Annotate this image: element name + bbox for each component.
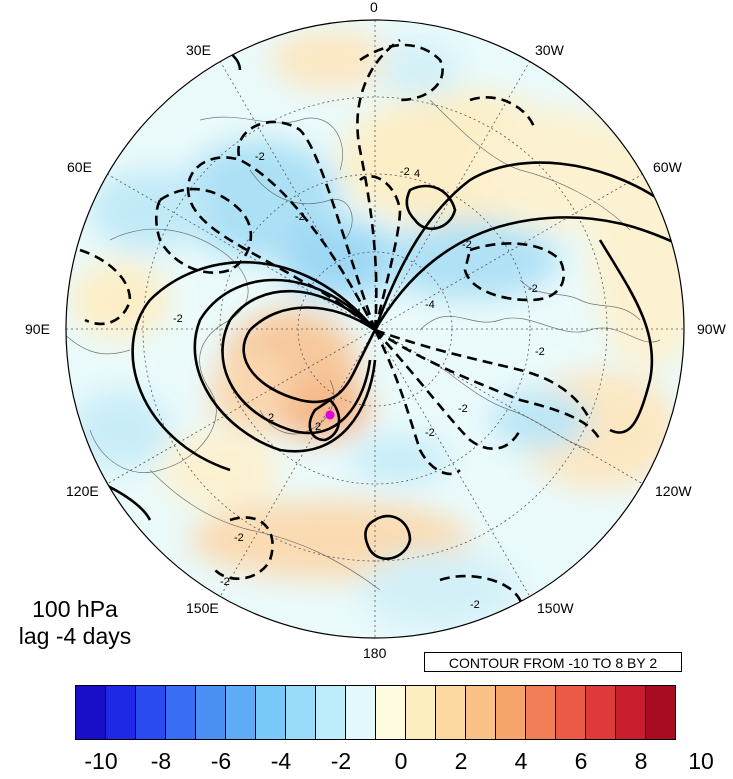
colorbar-tick-label: -2 <box>330 748 352 774</box>
colorbar-cell <box>285 685 316 740</box>
colorbar-tick-label: 10 <box>688 748 714 774</box>
contour-label: 4 <box>355 307 361 319</box>
contour-label: -2 <box>220 576 230 588</box>
contour-info-box: CONTOUR FROM -10 TO 8 BY 2 <box>424 652 682 672</box>
pressure-level-label: 100 hPa <box>32 596 118 622</box>
colorbar-tick-label: 6 <box>574 748 588 774</box>
colorbar-cell <box>135 685 166 740</box>
colorbar-cell <box>615 685 646 740</box>
colorbar-cell <box>525 685 556 740</box>
contour-label: -2 <box>255 151 265 163</box>
colorbar-cell <box>315 685 346 740</box>
contour-label: -2 <box>400 166 410 178</box>
colorbar <box>75 685 676 740</box>
contour-label: -2 <box>470 599 480 611</box>
contour-label: 2 <box>268 412 274 424</box>
contour-label: 4 <box>414 168 420 180</box>
negative-contours <box>79 38 602 632</box>
longitude-label-120e: 120E <box>66 483 99 499</box>
colorbar-cell <box>435 685 466 740</box>
positive-contours <box>69 43 684 560</box>
longitude-label-0: 0 <box>370 0 378 15</box>
contour-label: -2 <box>458 403 468 415</box>
contour-label: -4 <box>425 299 435 311</box>
longitude-label-150w: 150W <box>537 600 574 616</box>
colorbar-tick-label: -8 <box>150 748 172 774</box>
colorbar-cell <box>585 685 616 740</box>
contour-value-labels: 4 -2 -2 -2 -2 -2 -2 -2 -2 -2 -2 -2 -2 2 … <box>173 151 545 611</box>
colorbar-tick-label: 2 <box>454 748 468 774</box>
colorbar-tick-label: 0 <box>394 748 408 774</box>
longitude-label-150e: 150E <box>186 600 219 616</box>
lag-label: lag -4 days <box>18 623 132 649</box>
colorbar-cell <box>75 685 106 740</box>
longitude-label-60e: 60E <box>67 159 92 175</box>
colorbar-tick-label: 8 <box>634 748 648 774</box>
contour-label: -2 <box>295 211 305 223</box>
colorbar-cell <box>555 685 586 740</box>
colorbar-cell <box>375 685 406 740</box>
longitude-label-90e: 90E <box>25 321 50 337</box>
anomaly-shading <box>70 30 684 630</box>
colorbar-cell <box>255 685 286 740</box>
colorbar-cell <box>645 685 676 740</box>
longitude-label-60w: 60W <box>653 159 682 175</box>
contour-label: -2 <box>462 239 472 251</box>
colorbar-cell <box>165 685 196 740</box>
colorbar-cell <box>225 685 256 740</box>
colorbar-tick-label: -4 <box>270 748 292 774</box>
colorbar-tick-label: -6 <box>210 748 232 774</box>
colorbar-tick-label: -10 <box>84 748 118 774</box>
contour-label: -2 <box>528 283 538 295</box>
longitude-label-30e: 30E <box>186 42 211 58</box>
colorbar-cell <box>345 685 376 740</box>
contour-label: -2 <box>173 313 183 325</box>
location-marker <box>325 410 335 420</box>
contour-label: -2 <box>234 532 244 544</box>
contour-label: -2 <box>535 346 545 358</box>
contour-label: -2 <box>425 427 435 439</box>
longitude-label-120w: 120W <box>655 483 692 499</box>
colorbar-tick-label: 4 <box>514 748 528 774</box>
colorbar-cell <box>495 685 526 740</box>
colorbar-cell <box>405 685 436 740</box>
graticule <box>66 20 684 638</box>
map-boundary <box>65 19 685 639</box>
colorbar-cell <box>195 685 226 740</box>
longitude-label-30w: 30W <box>535 42 564 58</box>
coastlines <box>66 99 661 591</box>
colorbar-cell <box>465 685 496 740</box>
colorbar-cell <box>105 685 136 740</box>
longitude-label-180: 180 <box>363 645 387 661</box>
contour-label: 2 <box>315 421 321 433</box>
longitude-label-90w: 90W <box>697 321 726 337</box>
